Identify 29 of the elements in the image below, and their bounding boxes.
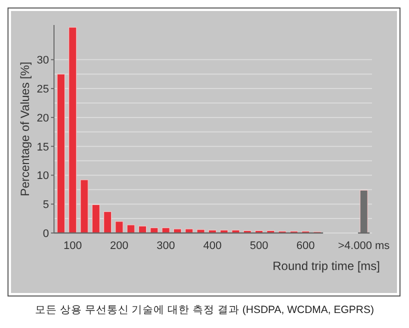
bar [126, 224, 135, 234]
bar [150, 228, 158, 234]
bar [92, 204, 100, 234]
x-tick-label: 300 [156, 240, 176, 252]
y-tick-label: 25 [36, 84, 49, 96]
bar [138, 226, 147, 234]
x-tick-label: 100 [63, 240, 82, 252]
x-tick-label: 400 [203, 240, 222, 252]
bar [360, 190, 368, 234]
x-tick-label: 200 [110, 240, 128, 252]
bar [115, 221, 124, 234]
y-tick-label: 10 [36, 170, 49, 182]
bar [196, 229, 205, 234]
y-tick-label: 30 [36, 54, 49, 67]
y-tick-label: 0 [42, 228, 49, 240]
bar [68, 27, 77, 234]
bar [56, 74, 66, 234]
y-axis-title: Percentage of Values [%] [18, 62, 32, 196]
bar [103, 211, 112, 234]
y-tick-label: 5 [42, 199, 49, 212]
y-tick-label: 15 [36, 141, 49, 154]
x-axis-title: Round trip time [ms] [272, 259, 380, 273]
text: 모든 상용 무선통신 기술에 대한 측정 결과 (HSDPA, WCDMA, EGPRS) [34, 304, 374, 316]
y-tick-label: 20 [36, 112, 49, 124]
bar [162, 228, 170, 234]
bar [80, 180, 88, 234]
x-tick-label: >4.000 ms [338, 240, 390, 252]
x-tick-label: 500 [250, 240, 268, 252]
x-tick-label: 600 [296, 240, 315, 252]
